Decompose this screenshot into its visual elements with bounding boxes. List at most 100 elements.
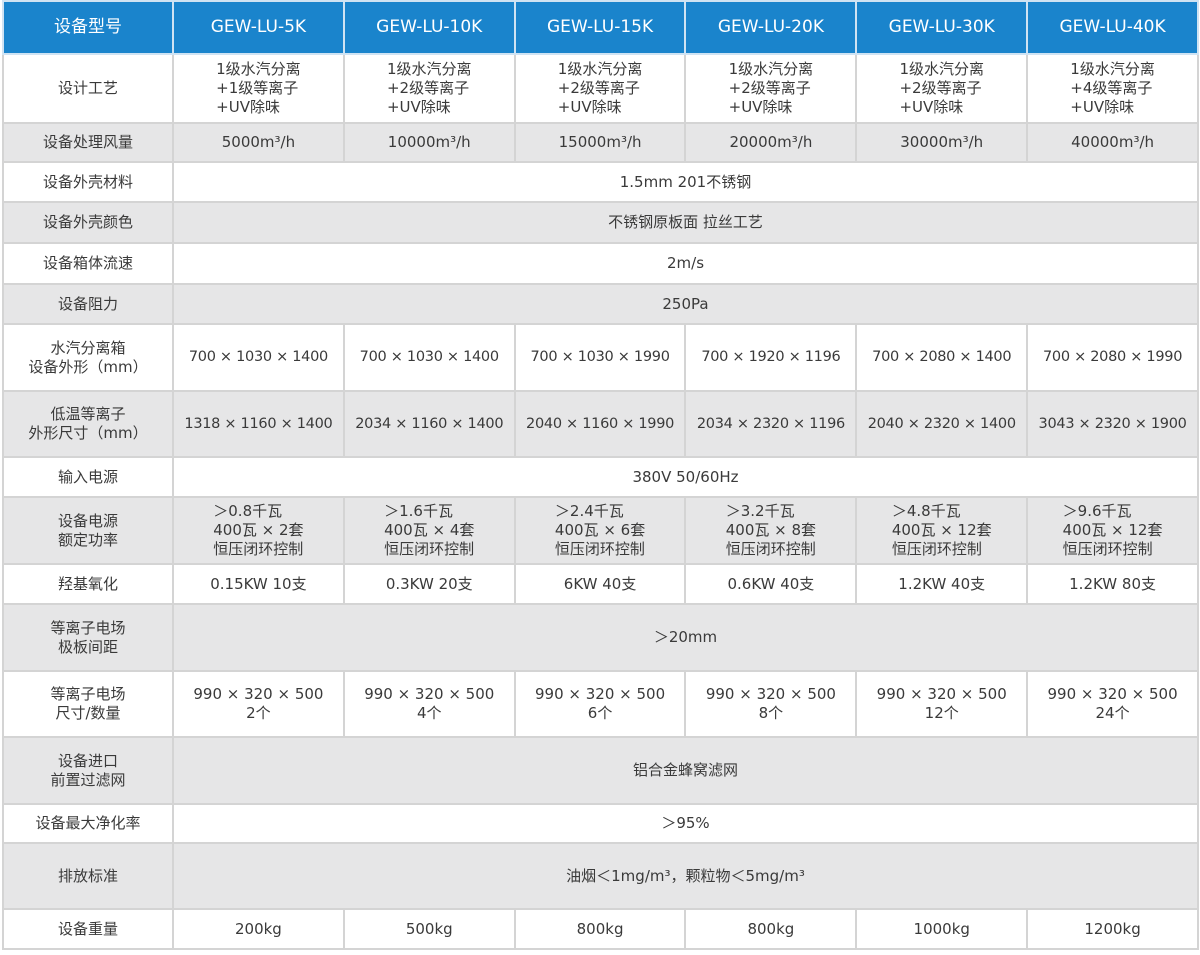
header-model: GEW-LU-40K [1026,0,1199,55]
cell-value: 990 × 320 × 500 2个 [172,670,345,738]
cell-value: 30000m³/h [855,122,1029,163]
row-value: 油烟＜1mg/m³，颗粒物＜5mg/m³ [172,842,1199,910]
cell-text: 1级水汽分离 +4级等离子 +UV除味 [1070,60,1155,116]
cell-value: 1.2KW 40支 [855,563,1029,605]
cell-value: 1000kg [855,908,1029,950]
row-label: 等离子电场 尺寸/数量 [2,670,174,738]
table-row: 低温等离子 外形尺寸（mm） 1318 × 1160 × 1400 2034 × 1… [2,390,1199,458]
cell-value: 1级水汽分离 +2级等离子 +UV除味 [513,53,687,124]
row-label: 输入电源 [2,456,174,498]
row-label: 设计工艺 [2,53,174,124]
header-label: 设备型号 [2,0,174,55]
cell-value: 800kg [684,908,858,950]
cell-value: 990 × 320 × 500 24个 [1026,670,1199,738]
table-row: 设备箱体流速 2m/s [2,242,1199,285]
cell-text: ＞9.6千瓦 400瓦 × 12套 恒压闭环控制 [1062,502,1163,558]
table-row: 设备处理风量 5000m³/h 10000m³/h 15000m³/h 20000m³/… [2,122,1199,163]
cell-value: ＞2.4千瓦 400瓦 × 6套 恒压闭环控制 [513,496,687,565]
cell-text: ＞3.2千瓦 400瓦 × 8套 恒压闭环控制 [725,502,817,558]
cell-value: 0.6KW 40支 [684,563,858,605]
cell-text: ＞0.8千瓦 400瓦 × 2套 恒压闭环控制 [213,502,304,558]
table-row: 设备最大净化率 ＞95% [2,803,1199,844]
cell-text: ＞4.8千瓦 400瓦 × 12套 恒压闭环控制 [891,502,992,558]
cell-text: 1级水汽分离 +2级等离子 +UV除味 [386,60,472,116]
row-label: 设备外壳材料 [2,161,174,203]
cell-value: 0.15KW 10支 [172,563,345,605]
cell-value: 3043 × 2320 × 1900 [1026,390,1199,458]
cell-value: 700 × 2080 × 1990 [1026,323,1199,392]
cell-value: 1级水汽分离 +4级等离子 +UV除味 [1026,53,1199,124]
cell-value: 2034 × 2320 × 1196 [684,390,858,458]
cell-value: 6KW 40支 [513,563,687,605]
cell-value: 990 × 320 × 500 4个 [342,670,516,738]
header-model: GEW-LU-20K [684,0,858,55]
cell-value: 2034 × 1160 × 1400 [342,390,516,458]
cell-value: 5000m³/h [172,122,345,163]
cell-value: 800kg [513,908,687,950]
row-label: 水汽分离箱 设备外形（mm） [2,323,174,392]
table-row: 设备电源 额定功率 ＞0.8千瓦 400瓦 × 2套 恒压闭环控制 ＞1.6千瓦 4… [2,496,1199,565]
table-row: 设备阻力 250Pa [2,283,1199,325]
row-value: 250Pa [172,283,1199,325]
cell-value: 1级水汽分离 +2级等离子 +UV除味 [684,53,858,124]
table-row: 等离子电场 极板间距 ＞20mm [2,603,1199,672]
row-value: 铝合金蜂窝滤网 [172,736,1199,805]
row-label: 低温等离子 外形尺寸（mm） [2,390,174,458]
cell-value: ＞0.8千瓦 400瓦 × 2套 恒压闭环控制 [172,496,345,565]
row-value: ＞20mm [172,603,1199,672]
cell-value: 1级水汽分离 +2级等离子 +UV除味 [342,53,516,124]
header-model: GEW-LU-10K [342,0,516,55]
cell-value: 500kg [342,908,516,950]
row-value: 380V 50/60Hz [172,456,1199,498]
row-label: 羟基氧化 [2,563,174,605]
cell-value: ＞3.2千瓦 400瓦 × 8套 恒压闭环控制 [684,496,858,565]
cell-value: 10000m³/h [342,122,516,163]
cell-value: 700 × 1920 × 1196 [684,323,858,392]
cell-value: 0.3KW 20支 [342,563,516,605]
cell-value: 200kg [172,908,345,950]
cell-value: ＞4.8千瓦 400瓦 × 12套 恒压闭环控制 [855,496,1029,565]
cell-value: ＞1.6千瓦 400瓦 × 4套 恒压闭环控制 [342,496,516,565]
row-value: 不锈钢原板面 拉丝工艺 [172,201,1199,244]
row-label: 设备外壳颜色 [2,201,174,244]
cell-text: ＞2.4千瓦 400瓦 × 6套 恒压闭环控制 [554,502,646,558]
table-row: 排放标准 油烟＜1mg/m³，颗粒物＜5mg/m³ [2,842,1199,910]
row-value: ＞95% [172,803,1199,844]
cell-value: 990 × 320 × 500 6个 [513,670,687,738]
cell-value: 1级水汽分离 +1级等离子 +UV除味 [172,53,345,124]
row-label: 设备箱体流速 [2,242,174,285]
row-label: 设备处理风量 [2,122,174,163]
cell-value: 700 × 1030 × 1400 [342,323,516,392]
row-label: 设备进口 前置过滤网 [2,736,174,805]
cell-value: 15000m³/h [513,122,687,163]
cell-value: 40000m³/h [1026,122,1199,163]
row-label: 设备最大净化率 [2,803,174,844]
cell-value: 1318 × 1160 × 1400 [172,390,345,458]
table-row: 设备重量 200kg 500kg 800kg 800kg 1000kg 1200kg [2,908,1199,950]
row-value: 1.5mm 201不锈钢 [172,161,1199,203]
cell-text: ＞1.6千瓦 400瓦 × 4套 恒压闭环控制 [384,502,475,558]
cell-value: 1级水汽分离 +2级等离子 +UV除味 [855,53,1029,124]
cell-text: 1级水汽分离 +2级等离子 +UV除味 [728,60,814,116]
table-row: 设备外壳材料 1.5mm 201不锈钢 [2,161,1199,203]
table-row: 设备外壳颜色 不锈钢原板面 拉丝工艺 [2,201,1199,244]
row-label: 设备阻力 [2,283,174,325]
cell-value: 2040 × 1160 × 1990 [513,390,687,458]
header-model: GEW-LU-5K [172,0,345,55]
table-row: 羟基氧化 0.15KW 10支 0.3KW 20支 6KW 40支 0.6KW 40支 1… [2,563,1199,605]
cell-text: 1级水汽分离 +2级等离子 +UV除味 [899,60,984,116]
cell-value: 700 × 1030 × 1400 [172,323,345,392]
cell-value: 1200kg [1026,908,1199,950]
cell-value: 2040 × 2320 × 1400 [855,390,1029,458]
header-model: GEW-LU-15K [513,0,687,55]
cell-value: 990 × 320 × 500 8个 [684,670,858,738]
table-row: 输入电源 380V 50/60Hz [2,456,1199,498]
cell-value: 1.2KW 80支 [1026,563,1199,605]
table-row: 设备进口 前置过滤网 铝合金蜂窝滤网 [2,736,1199,805]
row-label: 等离子电场 极板间距 [2,603,174,672]
cell-value: 990 × 320 × 500 12个 [855,670,1029,738]
cell-value: 700 × 2080 × 1400 [855,323,1029,392]
row-label: 设备重量 [2,908,174,950]
header-model: GEW-LU-30K [855,0,1029,55]
